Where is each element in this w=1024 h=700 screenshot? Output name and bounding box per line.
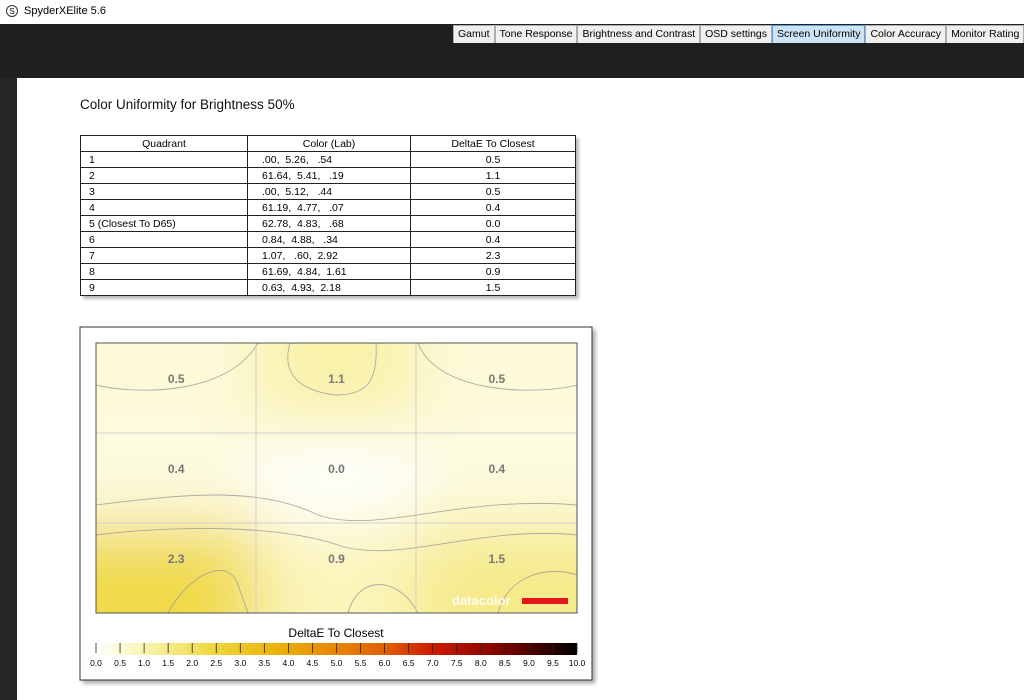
scale-label: 9.5 [547,658,559,668]
scale-label: 9.0 [523,658,535,668]
scale-label: 3.5 [258,658,270,668]
scale-label: 1.0 [138,658,150,668]
scale-label: 4.0 [282,658,294,668]
table-row: 7 1.07, .60, 2.92 2.3 [80,247,576,264]
scale-label: 6.0 [379,658,391,668]
tab[interactable]: Color Accuracy [865,25,947,43]
table-row: 2 61.64, 5.41, .19 1.1 [80,167,576,184]
logo: datacolor [452,593,511,608]
tab[interactable]: Screen Uniformity [772,25,866,43]
left-bar [0,78,17,700]
tab[interactable]: Brightness and Contrast [577,25,701,43]
window-title: SpyderXElite 5.6 [24,5,106,17]
scale-label: 3.0 [234,658,246,668]
table-cell: 3 [80,183,248,200]
table-row: 6 0.84, 4.88, .34 0.4 [80,231,576,248]
contours [96,343,577,613]
tab[interactable]: Gamut [453,25,495,43]
table-cell: 0.63, 4.93, 2.18 [247,279,411,296]
column-header: Quadrant [80,135,248,152]
table-cell: 1.1 [410,167,576,184]
table-row: 1.00, 5.26, .54 0.5 [80,151,576,168]
scale-label: 4.5 [307,658,319,668]
table-cell: 0.4 [410,231,576,248]
table-cell: 5 (Closest To D65) [80,215,248,232]
table-cell: 0.84, 4.88, .34 [247,231,411,248]
heat-cell [256,343,417,433]
table-cell: 1.5 [410,279,576,296]
table-row: 3.00, 5.12, .44 0.5 [80,183,576,200]
grid [96,343,577,613]
table-cell: 0.9 [410,263,576,280]
report-heading: Color Uniformity for Brightness 50% [80,97,295,112]
scale-label: 5.5 [355,658,367,668]
cell-label: 2.3 [168,552,185,566]
tab-strip: Gamut Tone Response Brightness and Contras… [453,25,1024,43]
scale-label: 2.0 [186,658,198,668]
table-cell: 2 [80,167,248,184]
scale-label: 1.5 [162,658,174,668]
scale-label: 8.0 [475,658,487,668]
column-header: DeltaE To Closest [410,135,576,152]
tab[interactable]: Tone Response [494,25,578,43]
table-cell: 9 [80,279,248,296]
heat-cell [416,433,577,523]
cell-label: 1.5 [488,552,505,566]
table-cell: 8 [80,263,248,280]
table-row: 5 (Closest To D65) 62.78, 4.83, .68 0.0 [80,215,576,232]
table-cell: 61.19, 4.77, .07 [247,199,411,216]
table-cell: 4 [80,199,248,216]
scale-label: 7.5 [451,658,463,668]
table-cell: 0.0 [410,215,576,232]
heat-cell [96,523,257,613]
app-icon: S [6,5,18,17]
table-cell: 2.3 [410,247,576,264]
heat-cell [256,433,417,523]
table-row: 8 61.69, 4.84, 1.61 0.9 [80,263,576,280]
table-cell: .00, 5.12, .44 [247,183,411,200]
table-cell: 0.5 [410,151,576,168]
tab[interactable]: Monitor Rating [946,25,1024,43]
cell-label: 0.5 [168,372,185,386]
cell-label: 0.9 [328,552,345,566]
table-cell: 7 [80,247,248,264]
table-cell: 62.78, 4.83, .68 [247,215,411,232]
table-row: 4 61.19, 4.77, .07 0.4 [80,199,576,216]
title-bar: S SpyderXElite 5.6 [0,0,1024,24]
tab[interactable]: OSD settings [700,25,772,43]
heat-cell [256,523,417,613]
table-cell: 61.64, 5.41, .19 [247,167,411,184]
cell-label: 0.4 [488,462,505,476]
table-cell: 0.5 [410,183,576,200]
scale-label: 7.0 [427,658,439,668]
table-cell: 1 [80,151,248,168]
scale-label: 6.5 [403,658,415,668]
scale-label: 8.5 [499,658,511,668]
scale-label: 5.0 [331,658,343,668]
scale-label: 2.5 [210,658,222,668]
cell-label: 1.1 [328,372,345,386]
table-cell: .00, 5.26, .54 [247,151,411,168]
cell-label: 0.0 [328,462,345,476]
scale-label: 0.0 [90,658,102,668]
uniformity-table: Quadrant Color (Lab) DeltaE To Closest 1.00… [80,135,576,296]
cell-label: 0.5 [488,372,505,386]
scale-label: 0.5 [114,658,126,668]
logo-bar [522,598,568,604]
cell-label: 0.4 [168,462,185,476]
svg-text:S: S [9,7,14,16]
table-cell: 61.69, 4.84, 1.61 [247,263,411,280]
heatmap-panel: datacolor DeltaE To Closest 0.0 0.5 1.0 1.5… [79,326,593,681]
table-cell: 0.4 [410,199,576,216]
table-cell: 6 [80,231,248,248]
heat-cell [96,433,257,523]
table-row: 9 0.63, 4.93, 2.18 1.5 [80,279,576,296]
scale-title: DeltaE To Closest [288,626,384,640]
column-header: Color (Lab) [247,135,411,152]
table-cell: 1.07, .60, 2.92 [247,247,411,264]
scale-label: 10.0 [569,658,586,668]
